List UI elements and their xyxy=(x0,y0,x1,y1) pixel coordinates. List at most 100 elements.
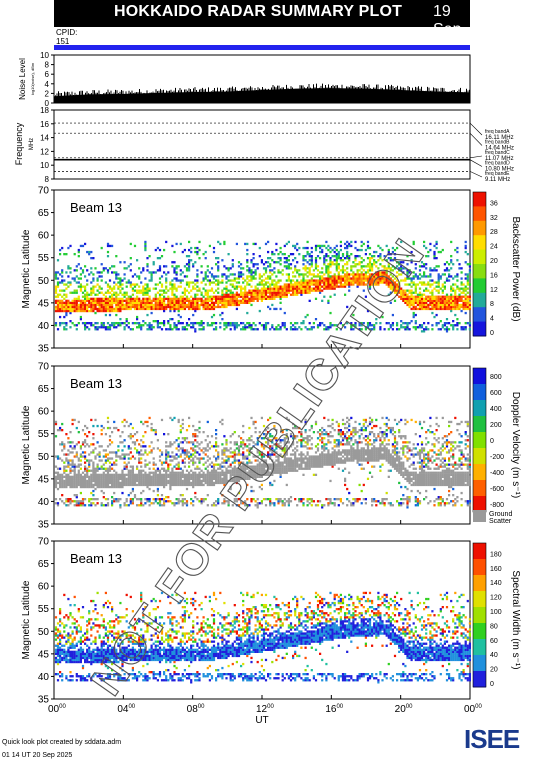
rti-cell xyxy=(84,441,87,444)
rti-cell xyxy=(81,443,85,446)
rti-cell xyxy=(364,253,367,256)
rti-cell xyxy=(67,481,70,485)
rti-cell xyxy=(314,289,318,292)
rti-cell xyxy=(242,431,245,434)
rti-cell xyxy=(133,283,137,286)
rti-cell xyxy=(73,500,76,503)
rti-cell xyxy=(262,285,266,288)
rti-cell xyxy=(385,277,388,280)
rti-cell xyxy=(59,477,62,480)
rti-cell xyxy=(154,297,157,300)
rti-cell xyxy=(136,475,139,478)
rti-cell xyxy=(200,449,203,452)
rti-cell xyxy=(406,303,409,307)
rti-cell xyxy=(346,240,349,244)
rti-cell xyxy=(275,328,278,331)
rti-cell xyxy=(65,469,68,472)
rti-cell xyxy=(450,289,453,292)
rti-cell xyxy=(77,263,80,266)
rti-cell xyxy=(348,281,351,284)
rti-cell xyxy=(183,307,186,311)
rti-cell xyxy=(204,307,207,311)
rti-cell xyxy=(252,289,255,292)
rti-cell xyxy=(350,240,353,244)
rti-cell xyxy=(366,279,370,282)
rti-cell xyxy=(435,281,438,284)
rti-cell xyxy=(335,328,338,331)
rti-cell xyxy=(242,328,245,331)
rti-cell xyxy=(102,496,105,499)
rti-cell xyxy=(418,273,422,276)
rti-cell xyxy=(269,297,272,300)
rti-cell xyxy=(393,257,397,260)
rti-cell xyxy=(371,273,374,276)
rti-cell xyxy=(246,277,249,280)
rti-cell xyxy=(94,473,97,476)
rti-cell xyxy=(331,248,334,252)
rti-cell xyxy=(219,322,222,325)
rti-cell xyxy=(208,271,211,274)
rti-cell xyxy=(59,248,62,252)
rti-cell xyxy=(289,283,293,286)
rti-cell xyxy=(302,277,305,280)
rti-cell xyxy=(466,287,469,290)
rti-cell xyxy=(425,263,428,266)
rti-cell xyxy=(77,469,80,472)
rti-cell xyxy=(136,326,139,329)
rti-cell xyxy=(179,279,182,282)
rti-cell xyxy=(242,473,245,476)
rti-cell xyxy=(414,291,417,294)
rti-cell xyxy=(258,297,261,300)
rti-cell xyxy=(61,459,64,462)
rti-cell xyxy=(65,500,68,503)
rti-cell xyxy=(104,299,107,302)
rti-cell xyxy=(379,279,382,282)
rti-cell xyxy=(138,459,141,462)
rti-cell xyxy=(84,461,87,464)
rti-cell xyxy=(150,311,153,315)
rti-cell xyxy=(65,465,68,468)
rti-cell xyxy=(185,283,189,286)
rti-cell xyxy=(59,303,62,307)
rti-cell xyxy=(113,475,116,478)
rti-cell xyxy=(104,481,107,485)
rti-cell xyxy=(410,285,413,288)
rti-cell xyxy=(393,281,397,284)
rti-cell xyxy=(217,283,220,286)
rti-cell xyxy=(215,457,218,460)
rti-cell xyxy=(129,295,132,298)
rti-cell xyxy=(117,475,120,478)
rti-cell xyxy=(106,483,110,487)
rti-cell xyxy=(414,275,417,278)
rti-cell xyxy=(396,275,399,278)
rti-cell xyxy=(225,277,228,280)
rti-cell xyxy=(435,289,438,292)
rti-cell xyxy=(200,281,203,284)
rti-cell xyxy=(121,481,124,485)
rti-cell xyxy=(414,326,417,329)
rti-cell xyxy=(221,479,224,483)
rti-cell xyxy=(208,471,211,474)
rti-cell xyxy=(227,279,230,282)
rti-cell xyxy=(160,461,164,464)
rti-cell xyxy=(368,324,372,327)
rti-cell xyxy=(443,301,446,304)
rti-cell xyxy=(264,293,268,296)
rti-cell xyxy=(102,303,105,307)
rti-cell xyxy=(79,483,82,487)
rti-cell xyxy=(358,328,361,331)
rti-cell xyxy=(371,283,374,286)
rti-cell xyxy=(73,447,76,450)
rti-cell xyxy=(190,281,193,284)
rti-cell xyxy=(88,431,91,434)
rti-cell xyxy=(104,467,107,470)
rti-cell xyxy=(364,328,367,331)
rti-cell xyxy=(368,267,372,270)
rti-cell xyxy=(264,291,268,294)
rti-cell xyxy=(331,283,334,286)
rti-cell xyxy=(258,475,261,478)
rti-cell xyxy=(254,291,257,294)
rti-cell xyxy=(210,469,214,472)
rti-cell xyxy=(237,451,241,454)
rti-cell xyxy=(225,305,228,309)
